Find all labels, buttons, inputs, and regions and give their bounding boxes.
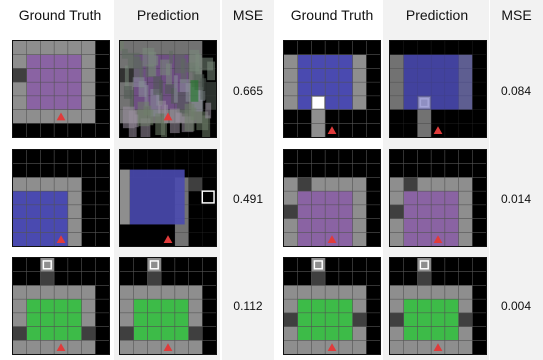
prediction-tile <box>389 149 487 247</box>
header-prediction-right: Prediction <box>405 7 469 23</box>
mse-value: 0.004 <box>500 299 532 313</box>
ground-truth-tile <box>12 40 110 138</box>
agent-marker-icon <box>433 343 443 352</box>
agent-marker-icon <box>327 126 337 135</box>
header-ground-truth-left: Ground Truth <box>18 7 102 23</box>
agent-marker-icon <box>433 126 443 135</box>
header-mse-right: MSE <box>501 7 532 23</box>
agent-marker-icon <box>56 343 66 352</box>
agent-marker-icon <box>56 235 66 244</box>
ground-truth-tile <box>12 149 110 247</box>
prediction-tile <box>119 149 217 247</box>
mse-value: 0.084 <box>500 84 532 98</box>
mse-value: 0.491 <box>232 192 264 206</box>
ground-truth-tile <box>283 257 381 355</box>
ground-truth-tile <box>283 149 381 247</box>
header-mse-left: MSE <box>232 7 264 23</box>
agent-marker-icon <box>163 235 173 244</box>
prediction-tile <box>119 257 217 355</box>
ground-truth-tile <box>12 257 110 355</box>
agent-marker-icon <box>163 112 173 121</box>
header-ground-truth-right: Ground Truth <box>290 7 374 23</box>
prediction-tile <box>119 40 217 138</box>
agent-marker-icon <box>327 235 337 244</box>
ground-truth-tile <box>283 40 381 138</box>
mse-value: 0.665 <box>232 84 264 98</box>
agent-marker-icon <box>56 112 66 121</box>
mse-value: 0.112 <box>233 299 263 313</box>
agent-marker-icon <box>163 343 173 352</box>
mse-column-bg-left <box>222 0 274 360</box>
agent-marker-icon <box>327 343 337 352</box>
mse-column-bg-right <box>490 0 543 360</box>
agent-marker-icon <box>433 235 443 244</box>
mse-value: 0.014 <box>500 192 532 206</box>
prediction-tile <box>389 257 487 355</box>
prediction-tile <box>389 40 487 138</box>
header-prediction-left: Prediction <box>136 7 200 23</box>
